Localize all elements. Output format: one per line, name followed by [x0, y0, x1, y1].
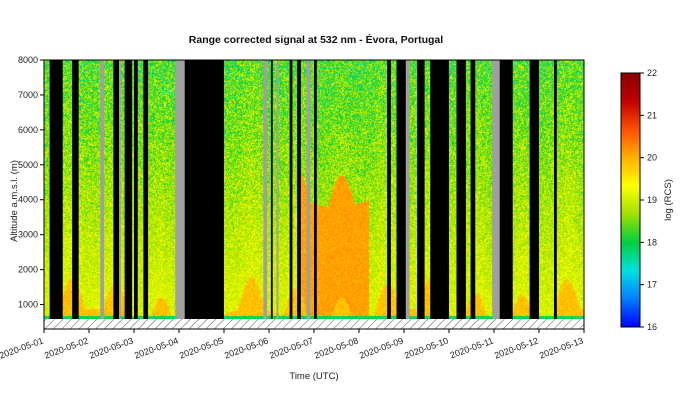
y-tick-label: 1000: [18, 300, 38, 310]
y-axis: 1000 2000 3000 4000 5000 6000 7000 8000: [18, 55, 44, 310]
gap-band: [405, 60, 410, 319]
x-tick-label: 2020-05-01: [0, 335, 45, 360]
x-axis-label: Time (UTC): [289, 371, 338, 382]
x-tick-label: 2020-05-06: [223, 335, 270, 360]
x-tick-label: 2020-05-03: [88, 335, 135, 360]
no-data-band: [529, 60, 539, 319]
colorbar-ramp: [620, 72, 641, 328]
colorbar: 16 17 18 19 20 21 22: [620, 68, 657, 332]
below-ground-hatch: [44, 319, 584, 329]
no-data-band: [456, 60, 466, 319]
colorbar-tick-label: 17: [647, 280, 657, 290]
no-data-band: [134, 60, 138, 319]
no-data-band: [470, 60, 476, 319]
gap-band: [276, 60, 279, 319]
no-data-band: [430, 60, 449, 319]
gap-band: [119, 60, 121, 319]
plot-area: [43, 59, 585, 330]
no-data-band: [554, 60, 557, 319]
y-tick-label: 6000: [18, 125, 38, 135]
colorbar-tick-label: 16: [647, 322, 657, 332]
colorbar-tick-label: 19: [647, 195, 657, 205]
x-tick-label: 2020-05-05: [178, 335, 225, 360]
x-tick-label: 2020-05-12: [493, 335, 540, 360]
chart-title: Range corrected signal at 532 nm - Évora…: [189, 33, 443, 46]
x-tick-label: 2020-05-11: [449, 335, 495, 360]
colorbar-label: log (RCS): [663, 179, 674, 221]
x-tick-label: 2020-05-02: [43, 335, 90, 360]
no-data-band: [499, 60, 513, 319]
gap-band: [175, 60, 185, 319]
colorbar-tick-label: 20: [647, 153, 657, 163]
colorbar-tick-label: 18: [647, 237, 657, 247]
y-tick-label: 2000: [18, 265, 38, 275]
no-data-band: [417, 60, 425, 319]
y-tick-label: 3000: [18, 230, 38, 240]
y-tick-label: 5000: [18, 160, 38, 170]
no-data-band: [270, 60, 273, 319]
no-data-band: [72, 60, 79, 319]
x-tick-label: 2020-05-04: [133, 335, 180, 360]
no-data-band: [124, 60, 133, 319]
x-axis: 2020-05-012020-05-022020-05-032020-05-04…: [0, 329, 585, 361]
y-axis-label: Altitude a.m.s.l. (m): [9, 160, 20, 242]
y-tick-label: 7000: [18, 90, 38, 100]
no-data-band: [396, 60, 406, 319]
gap-band: [100, 60, 104, 319]
x-tick-label: 2020-05-07: [268, 335, 315, 360]
no-data-band: [113, 60, 119, 319]
x-tick-label: 2020-05-08: [313, 335, 360, 360]
gap-band: [306, 60, 311, 319]
no-data-band: [297, 60, 301, 319]
y-tick-label: 8000: [18, 55, 38, 65]
no-data-band: [289, 60, 293, 319]
gap-band: [492, 60, 500, 319]
no-data-band: [184, 60, 224, 319]
colorbar-tick-label: 22: [647, 68, 657, 78]
x-tick-label: 2020-05-13: [538, 335, 585, 360]
no-data-band: [49, 60, 63, 319]
no-data-band: [387, 60, 391, 319]
x-tick-label: 2020-05-09: [358, 335, 405, 360]
no-data-band: [143, 60, 149, 319]
y-tick-label: 4000: [18, 195, 38, 205]
x-tick-label: 2020-05-10: [403, 335, 450, 360]
no-data-band: [314, 60, 317, 319]
gap-band: [263, 60, 268, 319]
colorbar-tick-label: 21: [647, 110, 657, 120]
